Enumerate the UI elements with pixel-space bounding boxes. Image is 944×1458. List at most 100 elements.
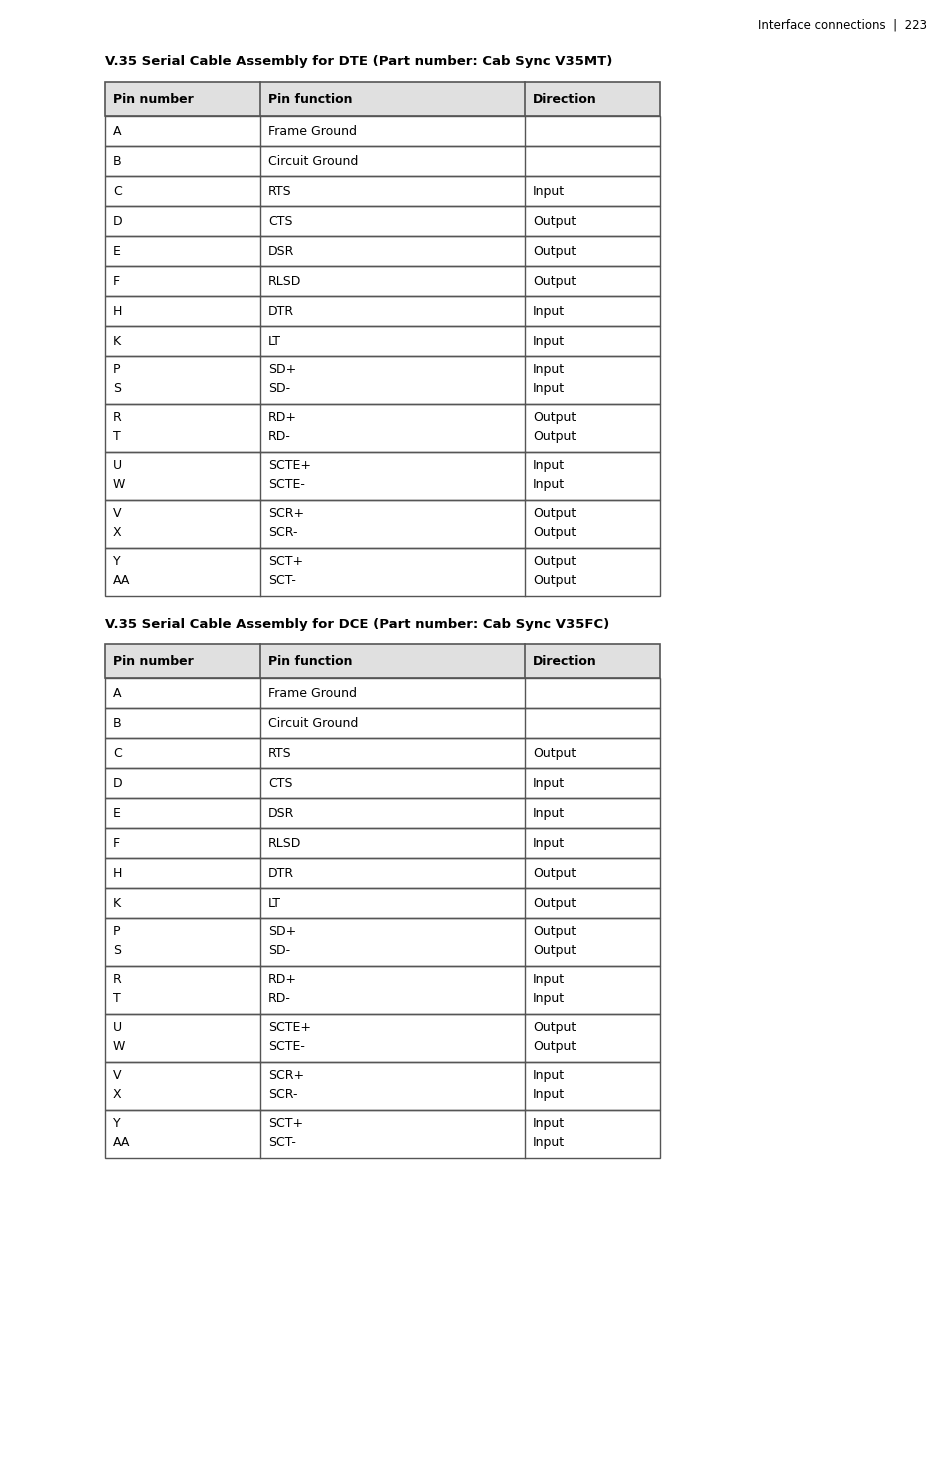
Text: F: F <box>113 837 120 850</box>
Text: E: E <box>113 245 121 258</box>
Text: Circuit Ground: Circuit Ground <box>268 155 358 168</box>
Text: V.35 Serial Cable Assembly for DCE (Part number: Cab Sync V35FC): V.35 Serial Cable Assembly for DCE (Part… <box>105 618 609 631</box>
Bar <box>105 888 659 919</box>
Text: F: F <box>113 274 120 287</box>
Text: SCR+
SCR-: SCR+ SCR- <box>268 1069 304 1101</box>
Bar <box>105 768 659 798</box>
Bar <box>105 798 659 828</box>
Text: U
W: U W <box>113 459 126 491</box>
Bar <box>105 828 659 857</box>
Bar <box>105 678 659 709</box>
Text: Frame Ground: Frame Ground <box>268 124 357 137</box>
Text: Input: Input <box>532 185 565 197</box>
Bar <box>105 236 659 265</box>
Text: Frame Ground: Frame Ground <box>268 687 357 700</box>
Bar <box>105 1013 659 1061</box>
Bar <box>105 548 659 596</box>
Text: RD+
RD-: RD+ RD- <box>268 411 296 443</box>
Text: Output: Output <box>532 897 576 910</box>
Text: SCTE+
SCTE-: SCTE+ SCTE- <box>268 459 311 491</box>
Bar <box>105 236 659 265</box>
Text: Input
Input: Input Input <box>532 1069 565 1101</box>
Bar <box>105 768 659 798</box>
Bar <box>105 265 659 296</box>
Text: P
S: P S <box>113 924 121 956</box>
Bar <box>105 500 659 548</box>
Text: R
T: R T <box>113 972 122 1005</box>
Text: Output: Output <box>532 866 576 879</box>
Bar <box>105 206 659 236</box>
Text: CTS: CTS <box>268 214 293 227</box>
Text: H: H <box>113 305 122 318</box>
Text: K: K <box>113 897 121 910</box>
Text: Pin function: Pin function <box>268 92 352 105</box>
Text: A: A <box>113 687 122 700</box>
Text: K: K <box>113 334 121 347</box>
Bar <box>105 327 659 356</box>
Bar <box>105 678 659 709</box>
Text: D: D <box>113 214 123 227</box>
Bar <box>105 798 659 828</box>
Bar <box>105 356 659 404</box>
Text: SCT+
SCT-: SCT+ SCT- <box>268 555 303 588</box>
Text: Input
Input: Input Input <box>532 459 565 491</box>
Bar <box>105 1061 659 1110</box>
Bar <box>105 738 659 768</box>
Bar <box>105 644 659 678</box>
Bar <box>105 265 659 296</box>
Text: SCT+
SCT-: SCT+ SCT- <box>268 1117 303 1149</box>
Bar <box>105 1013 659 1061</box>
Text: Circuit Ground: Circuit Ground <box>268 716 358 729</box>
Text: RD+
RD-: RD+ RD- <box>268 972 296 1005</box>
Text: Input: Input <box>532 837 565 850</box>
Bar <box>105 117 659 146</box>
Text: C: C <box>113 185 122 197</box>
Bar <box>105 82 659 117</box>
Text: H: H <box>113 866 122 879</box>
Text: DTR: DTR <box>268 866 294 879</box>
Text: Input
Input: Input Input <box>532 1117 565 1149</box>
Text: U
W: U W <box>113 1021 126 1053</box>
Bar <box>105 82 659 117</box>
Text: Output: Output <box>532 274 576 287</box>
Bar <box>105 296 659 327</box>
Bar <box>105 452 659 500</box>
Bar <box>105 1061 659 1110</box>
Text: B: B <box>113 716 122 729</box>
Bar <box>105 919 659 967</box>
Bar <box>105 967 659 1013</box>
Text: B: B <box>113 155 122 168</box>
Bar <box>105 828 659 857</box>
Bar <box>105 709 659 738</box>
Text: Output
Output: Output Output <box>532 924 576 956</box>
Text: Output: Output <box>532 214 576 227</box>
Bar <box>105 1110 659 1158</box>
Text: SD+
SD-: SD+ SD- <box>268 924 295 956</box>
Bar <box>105 176 659 206</box>
Bar <box>105 500 659 548</box>
Text: LT: LT <box>268 334 280 347</box>
Bar <box>105 146 659 176</box>
Bar <box>105 206 659 236</box>
Text: Output
Output: Output Output <box>532 507 576 539</box>
Text: V
X: V X <box>113 1069 122 1101</box>
Bar <box>105 738 659 768</box>
Text: CTS: CTS <box>268 777 293 789</box>
Text: Input
Input: Input Input <box>532 363 565 395</box>
Text: RLSD: RLSD <box>268 837 301 850</box>
Bar <box>105 548 659 596</box>
Bar <box>105 1110 659 1158</box>
Bar <box>105 709 659 738</box>
Text: RLSD: RLSD <box>268 274 301 287</box>
Text: RTS: RTS <box>268 746 292 760</box>
Text: Y
AA: Y AA <box>113 555 130 588</box>
Text: Direction: Direction <box>532 92 596 105</box>
Text: E: E <box>113 806 121 819</box>
Text: Interface connections  |  223: Interface connections | 223 <box>757 17 926 31</box>
Bar <box>105 644 659 678</box>
Text: DTR: DTR <box>268 305 294 318</box>
Text: Output
Output: Output Output <box>532 1021 576 1053</box>
Text: Output
Output: Output Output <box>532 411 576 443</box>
Text: Output
Output: Output Output <box>532 555 576 588</box>
Text: D: D <box>113 777 123 789</box>
